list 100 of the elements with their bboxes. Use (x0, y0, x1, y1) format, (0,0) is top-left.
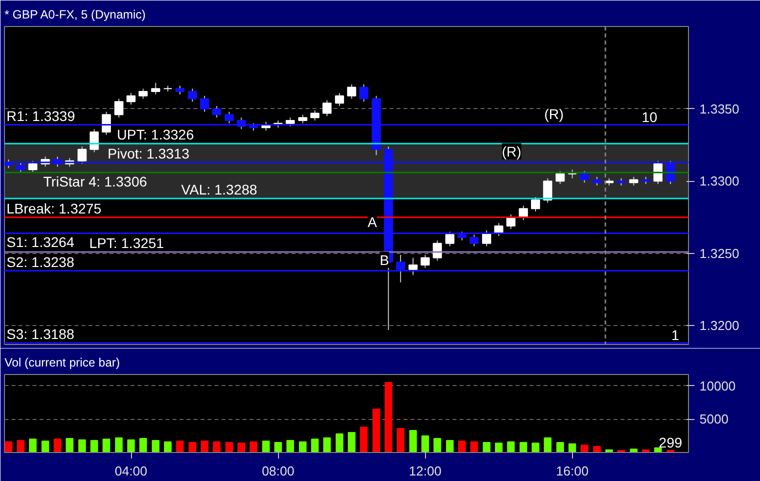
annotation: B (380, 252, 390, 268)
bar (593, 446, 601, 452)
y-tick-label: 1.3350 (700, 101, 740, 116)
ref-line-label: S1: 1.3264 (6, 234, 74, 250)
annotation: (R) (502, 143, 522, 160)
bar (200, 440, 208, 452)
x-tick-label: 16:00 (556, 464, 589, 478)
candlestick (212, 106, 222, 118)
candlestick (420, 254, 430, 268)
x-tick-label: 04:00 (114, 464, 148, 478)
bar (152, 440, 160, 452)
bar (520, 442, 528, 452)
y-tick-label: 10000 (700, 378, 736, 394)
candlestick (334, 92, 344, 106)
bar (482, 442, 490, 452)
bar (115, 437, 123, 452)
candlestick (556, 170, 565, 185)
bar (286, 440, 294, 452)
bar (102, 438, 110, 452)
bar (360, 426, 368, 452)
bar (654, 447, 662, 452)
bar (409, 430, 417, 452)
candlestick (138, 88, 148, 100)
candlestick (102, 111, 111, 136)
bar (225, 442, 233, 452)
bar (176, 440, 184, 452)
ref-line-label: Pivot: 1.3313 (108, 145, 190, 162)
y-tick-label: 1.3300 (700, 174, 740, 189)
bar (336, 433, 344, 452)
bar (188, 442, 196, 452)
bar (396, 428, 404, 452)
candlestick (188, 88, 197, 102)
bar (372, 408, 380, 452)
annotation: 299 (658, 434, 682, 451)
annotation: 1 (671, 327, 680, 344)
bar (4, 441, 12, 452)
candlestick (359, 84, 368, 102)
candlestick (322, 100, 332, 117)
ref-line-label: LPT: 1.3251 (89, 234, 164, 251)
ref-line-label: S2: 1.3238 (6, 254, 74, 270)
x-tick-label: 12:00 (408, 464, 442, 478)
bar (532, 442, 540, 452)
y-tick-label: 1.3250 (700, 246, 740, 261)
candlestick (310, 110, 320, 121)
bar (78, 439, 86, 452)
bar (568, 443, 576, 452)
bar (544, 437, 552, 452)
bar (507, 441, 515, 452)
bar (434, 438, 442, 452)
bar (16, 440, 24, 452)
bar (630, 448, 638, 452)
bar (212, 441, 220, 452)
bar (446, 440, 454, 452)
candlestick (114, 98, 124, 118)
bar (66, 438, 74, 452)
bar (250, 441, 258, 452)
candlestick (482, 230, 492, 247)
bar (311, 438, 319, 452)
ref-line-label: R1: 1.3339 (6, 108, 76, 124)
bar (421, 435, 430, 452)
ref-line-label: S3: 1.3188 (6, 326, 74, 342)
bar (348, 432, 356, 452)
ref-line-label: LBreak: 1.3275 (6, 200, 102, 216)
bar (238, 442, 246, 452)
candlestick (200, 95, 210, 112)
bar (384, 382, 392, 452)
annotation: 10 (642, 108, 658, 125)
candlestick (347, 84, 356, 100)
bar (164, 441, 172, 452)
bar (580, 444, 588, 452)
bar (90, 440, 98, 452)
bar (127, 439, 135, 452)
x-tick-label: 08:00 (262, 464, 294, 478)
bar (556, 442, 564, 452)
chart-title: * GBP A0-FX, 5 (Dynamic) (4, 8, 146, 22)
chart-title: Vol (current price bar) (4, 356, 120, 370)
ref-line-label: UPT: 1.3326 (116, 126, 194, 143)
candlestick (408, 257, 418, 276)
bar (298, 441, 307, 452)
candlestick (653, 160, 663, 185)
candlestick (126, 92, 136, 106)
ref-line-label: VAL: 1.3288 (181, 182, 258, 198)
bar (54, 438, 62, 452)
ref-line-label: TriStar 4: 1.3306 (43, 173, 148, 190)
y-tick-label: 5000 (700, 412, 728, 427)
bar (470, 441, 478, 452)
bar (494, 442, 503, 452)
bar (458, 440, 466, 452)
candlestick (432, 240, 442, 262)
bar (42, 440, 50, 452)
annotation: A (368, 214, 378, 230)
candlestick (151, 82, 160, 95)
candlestick (445, 231, 454, 247)
bar (139, 438, 147, 452)
candlestick (78, 146, 87, 164)
bar (274, 442, 282, 452)
y-tick-label: 1.3200 (700, 318, 740, 334)
bar (29, 438, 37, 452)
bar (262, 440, 270, 452)
bar (323, 437, 331, 452)
